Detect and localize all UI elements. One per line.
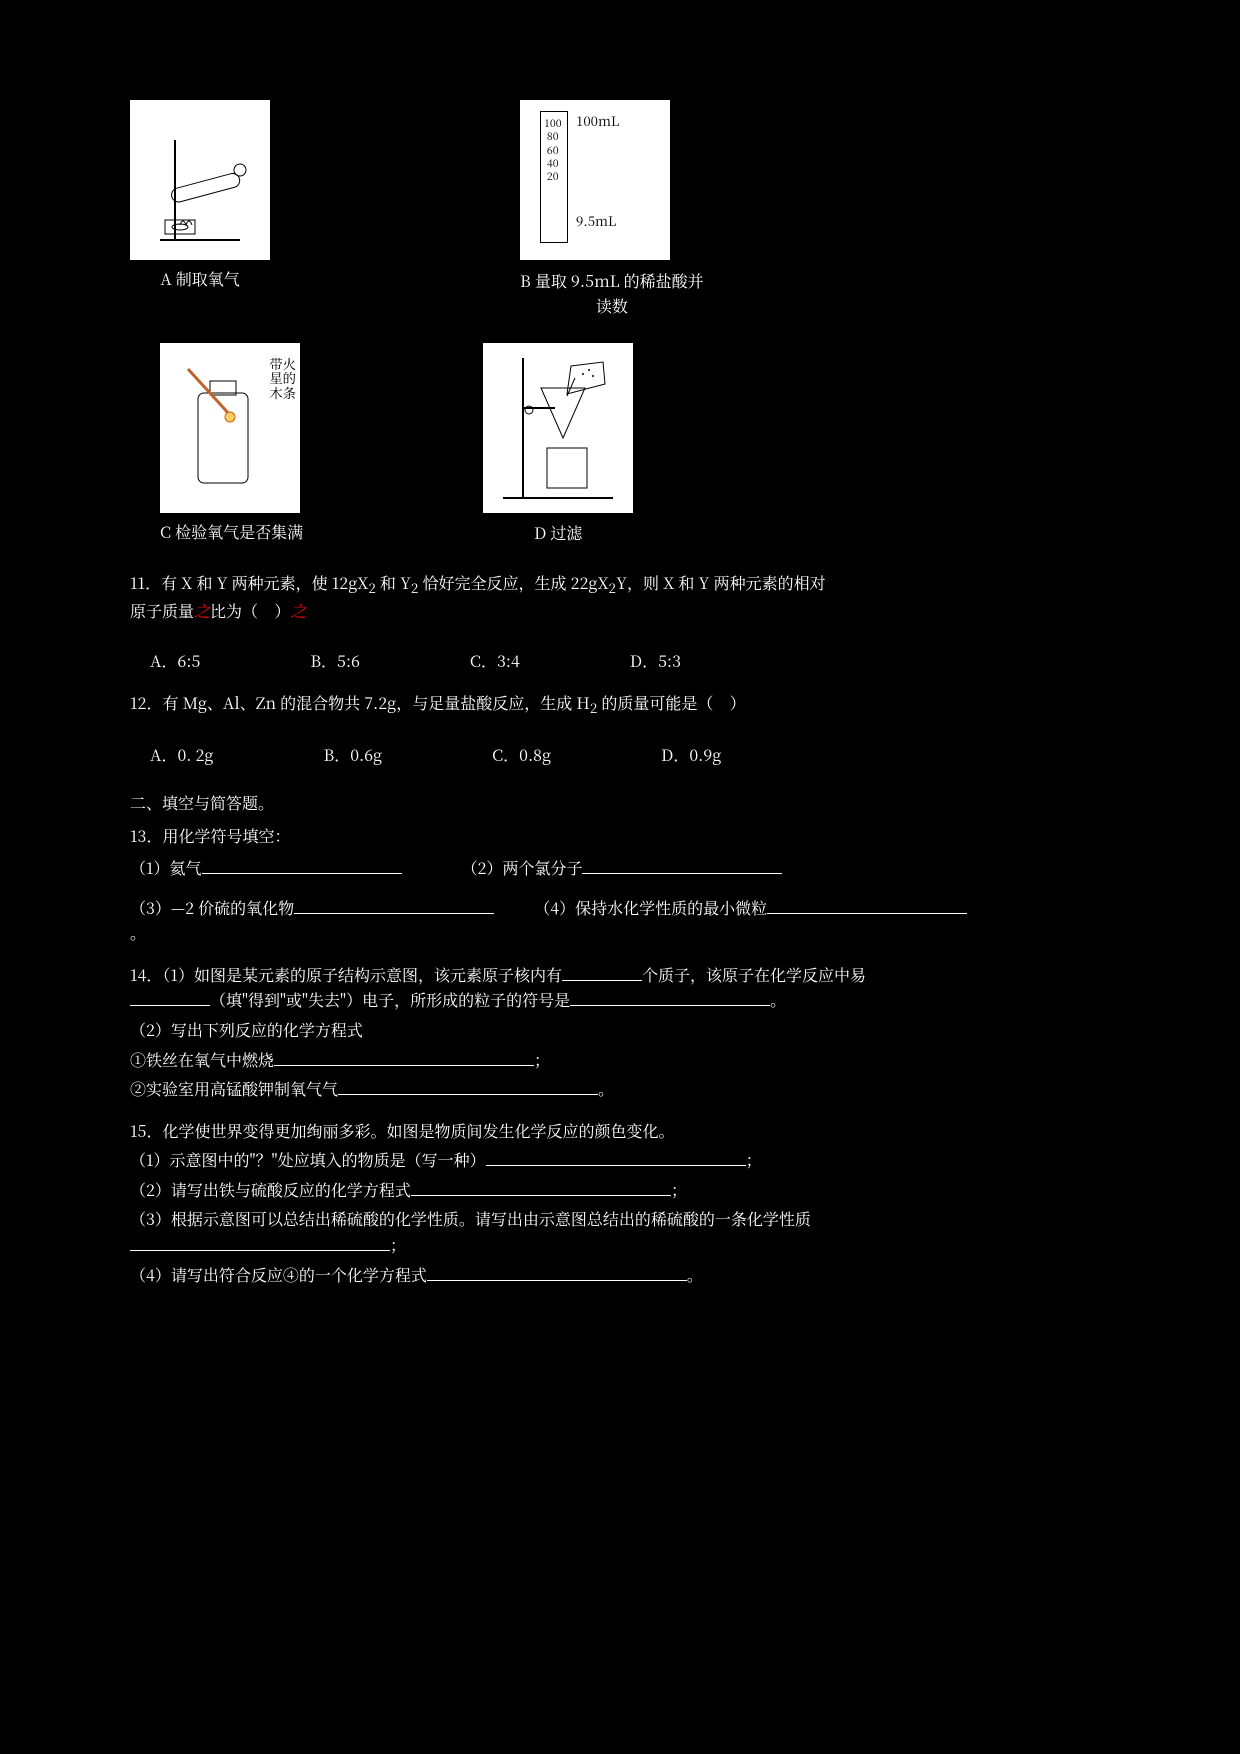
cylinder-top-label: 100mL bbox=[576, 113, 619, 129]
q12-number: 12． bbox=[130, 691, 162, 714]
blank[interactable] bbox=[486, 1148, 746, 1167]
blank[interactable] bbox=[582, 855, 782, 874]
q13-1: （1）氦气 bbox=[130, 855, 402, 881]
q14-t1: （1）如图是某元素的原子结构示意图，该元素原子核内有 bbox=[162, 963, 562, 986]
question-14: 14．（1）如图是某元素的原子结构示意图，该元素原子核内有 个质子，该原子在化学反… bbox=[130, 962, 1140, 1013]
opt2-c: C．0.8g bbox=[492, 742, 551, 768]
figure-d: D 过滤 bbox=[483, 343, 633, 546]
blank[interactable] bbox=[411, 1177, 671, 1196]
tick-60: 60 bbox=[544, 144, 562, 157]
q14-t2: 个质子，该原子在化学反应中易 bbox=[642, 963, 866, 986]
opt-d: D．5:3 bbox=[630, 648, 681, 674]
figure-b-box: 100 80 60 40 20 100mL 9.5mL bbox=[520, 100, 670, 260]
q13-3: （3）—2 价硫的氧化物 bbox=[130, 895, 494, 921]
q15-l0: 化学使世界变得更加绚丽多彩。如图是物质间发生化学反应的颜色变化。 bbox=[162, 1119, 674, 1142]
question-15: 15．化学使世界变得更加绚丽多彩。如图是物质间发生化学反应的颜色变化。 bbox=[130, 1118, 1140, 1144]
opt2-b: B．0.6g bbox=[323, 742, 382, 768]
opt-a: A．6:5 bbox=[150, 648, 200, 674]
q11-text: 有 X 和 Y 两种元素，使 12gX2 和 Y2 恰好完全反应，生成 22gX… bbox=[130, 571, 826, 623]
opt-b: B．5:6 bbox=[310, 648, 360, 674]
q11-number: 11． bbox=[130, 571, 161, 594]
q13-row1: （1）氦气 （2）两个氯分子 bbox=[130, 855, 1140, 881]
figure-c-box: 带火 星的 木条 bbox=[160, 343, 300, 513]
q13-lead: 13．用化学符号填空： bbox=[130, 823, 1140, 849]
tick-80: 80 bbox=[544, 130, 562, 143]
blank[interactable] bbox=[130, 988, 210, 1007]
figure-a-caption: A 制取氧气 bbox=[130, 266, 270, 292]
blank[interactable] bbox=[767, 895, 967, 914]
tick-20: 20 bbox=[544, 170, 562, 183]
q12-options: A．0. 2g B．0.6g C．0.8g D．0.9g bbox=[150, 742, 1140, 768]
blank[interactable] bbox=[338, 1077, 598, 1096]
q15-3: （3）根据示意图可以总结出稀硫酸的化学性质。请写出由示意图总结出的稀硫酸的一条化… bbox=[130, 1206, 1140, 1257]
q14-number: 14． bbox=[130, 963, 162, 986]
blank[interactable] bbox=[570, 988, 770, 1007]
q14b-1: ①铁丝在氧气中燃烧； bbox=[130, 1047, 1140, 1073]
blank[interactable] bbox=[294, 895, 494, 914]
q13-4: （4）保持水化学性质的最小微粒 bbox=[534, 895, 967, 921]
blank[interactable] bbox=[274, 1047, 534, 1066]
q13-2: （2）两个氯分子 bbox=[462, 855, 783, 881]
opt2-d: D．0.9g bbox=[661, 742, 721, 768]
figure-c: 带火 星的 木条 C 检验氧气是否集满 bbox=[160, 343, 303, 545]
opt2-a: A．0. 2g bbox=[150, 742, 213, 768]
question-12: 12．有 Mg、Al、Zn 的混合物共 7.2g，与足量盐酸反应，生成 H2 的… bbox=[130, 690, 1140, 719]
q13-row2: （3）—2 价硫的氧化物 （4）保持水化学性质的最小微粒 bbox=[130, 895, 1140, 921]
q14-t3: （填"得到"或"失去"）电子，所形成的粒子的符号是 bbox=[210, 988, 570, 1011]
figure-row-ab: A 制取氧气 100 80 60 40 20 100mL 9.5mL bbox=[130, 100, 1140, 319]
q15-number: 15． bbox=[130, 1119, 162, 1142]
blank[interactable] bbox=[130, 1232, 390, 1251]
blank[interactable] bbox=[562, 962, 642, 981]
figure-b: 100 80 60 40 20 100mL 9.5mL B 量取 9.5mL 的… bbox=[520, 100, 704, 319]
figure-d-caption: D 过滤 bbox=[483, 520, 633, 546]
figure-a: A 制取氧气 bbox=[130, 100, 270, 292]
section-2-title: 二、填空与简答题。 bbox=[130, 790, 1140, 816]
q15-1: （1）示意图中的"？"处应填入的物质是（写一种）； bbox=[130, 1147, 1140, 1173]
q13-period: 。 bbox=[130, 920, 1140, 946]
figure-c-side-label: 带火 星的 木条 bbox=[269, 357, 296, 401]
figure-d-box bbox=[483, 343, 633, 513]
q11-options: A．6:5 B．5:6 C．3:4 D．5:3 bbox=[150, 648, 1140, 674]
figure-b-caption: B 量取 9.5mL 的稀盐酸并 读数 bbox=[520, 268, 704, 319]
tick-100: 100 bbox=[544, 117, 562, 130]
q14-t4: 。 bbox=[770, 988, 786, 1011]
question-11: 11．有 X 和 Y 两种元素，使 12gX2 和 Y2 恰好完全反应，生成 2… bbox=[130, 570, 1140, 624]
q12-text: 有 Mg、Al、Zn 的混合物共 7.2g，与足量盐酸反应，生成 H2 的质量可… bbox=[162, 691, 745, 714]
q15-4: （4）请写出符合反应④的一个化学方程式。 bbox=[130, 1262, 1140, 1288]
tick-40: 40 bbox=[544, 157, 562, 170]
q15-2: （2）请写出铁与硫酸反应的化学方程式； bbox=[130, 1177, 1140, 1203]
opt-c: C．3:4 bbox=[470, 648, 520, 674]
figure-c-caption: C 检验氧气是否集满 bbox=[160, 519, 303, 545]
q14b-lead: （2）写出下列反应的化学方程式 bbox=[130, 1017, 1140, 1043]
blank[interactable] bbox=[202, 855, 402, 874]
blank[interactable] bbox=[427, 1262, 687, 1281]
figure-row-cd: 带火 星的 木条 C 检验氧气是否集满 D 过滤 bbox=[160, 343, 1140, 546]
cylinder-bottom-label: 9.5mL bbox=[576, 213, 616, 229]
figure-a-box bbox=[130, 100, 270, 260]
q14b-2: ②实验室用高锰酸钾制氧气气。 bbox=[130, 1076, 1140, 1102]
